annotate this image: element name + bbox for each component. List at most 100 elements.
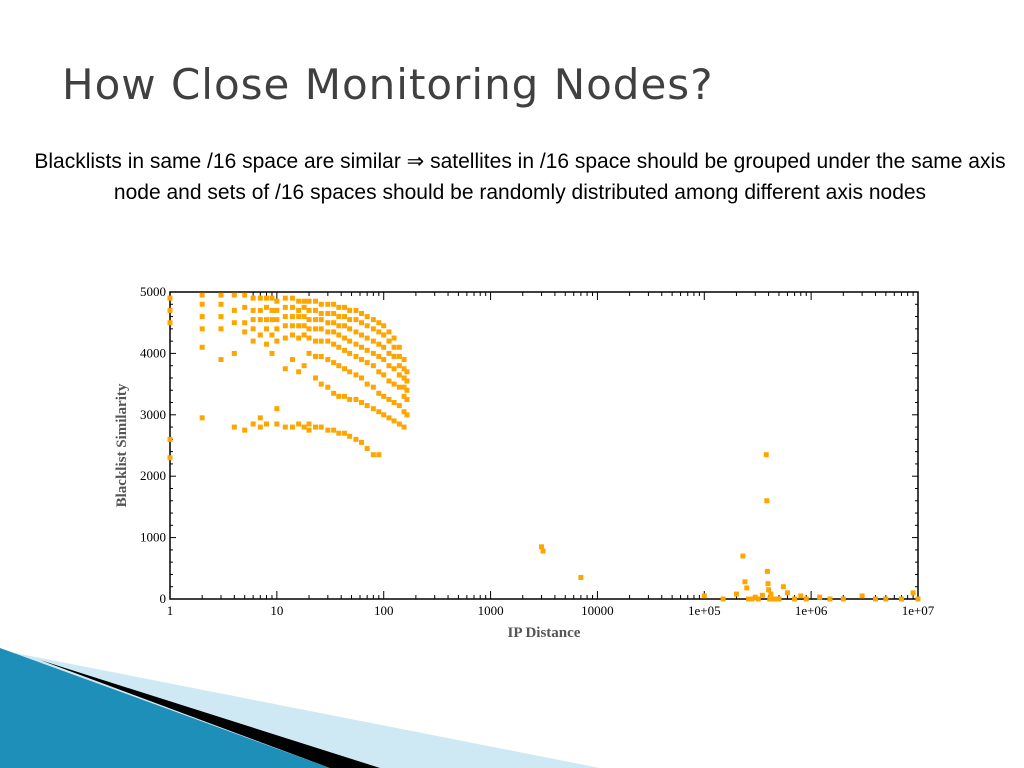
data-point bbox=[740, 553, 746, 559]
data-point bbox=[391, 400, 397, 406]
data-point bbox=[720, 596, 726, 602]
data-point bbox=[306, 298, 312, 304]
data-point bbox=[231, 320, 237, 326]
data-point bbox=[370, 452, 376, 458]
data-point bbox=[264, 421, 270, 427]
data-point bbox=[766, 587, 772, 593]
data-point bbox=[391, 418, 397, 424]
data-point bbox=[353, 353, 359, 359]
data-point bbox=[381, 357, 387, 363]
data-point bbox=[342, 335, 348, 341]
data-point bbox=[289, 332, 295, 338]
data-point bbox=[306, 427, 312, 433]
data-point bbox=[342, 347, 348, 353]
data-point bbox=[296, 369, 302, 375]
data-point bbox=[167, 295, 173, 301]
y-tick-label: 5000 bbox=[140, 284, 166, 299]
data-point bbox=[301, 314, 307, 320]
y-tick-label: 4000 bbox=[140, 345, 166, 360]
data-point bbox=[325, 301, 331, 307]
data-point bbox=[404, 369, 410, 375]
data-point bbox=[827, 596, 833, 602]
data-point bbox=[306, 317, 312, 323]
data-point bbox=[313, 353, 319, 359]
data-point bbox=[364, 335, 370, 341]
data-point bbox=[376, 390, 382, 396]
data-point bbox=[872, 596, 878, 602]
data-point bbox=[376, 452, 382, 458]
data-point bbox=[359, 344, 365, 350]
data-point bbox=[701, 593, 707, 599]
data-point bbox=[359, 332, 365, 338]
data-point bbox=[353, 341, 359, 347]
data-point bbox=[752, 594, 758, 600]
data-point bbox=[370, 350, 376, 356]
data-point bbox=[381, 332, 387, 338]
data-point bbox=[370, 406, 376, 412]
scatter-chart: 0 1000 2000 3000 4000 5000 1 10 100 1000 10000 1e+0… bbox=[114, 284, 935, 641]
data-point bbox=[257, 415, 263, 421]
data-point bbox=[218, 301, 224, 307]
data-point bbox=[364, 323, 370, 329]
data-point bbox=[359, 320, 365, 326]
data-point bbox=[347, 307, 353, 313]
plot-frame bbox=[169, 291, 919, 600]
data-point bbox=[313, 424, 319, 430]
slide-body-text: Blacklists in same /16 space are similar… bbox=[30, 146, 1010, 208]
data-point bbox=[336, 323, 342, 329]
data-point bbox=[342, 304, 348, 310]
data-point bbox=[376, 320, 382, 326]
data-point bbox=[313, 298, 319, 304]
data-point bbox=[296, 298, 302, 304]
data-point bbox=[391, 353, 397, 359]
data-point bbox=[289, 304, 295, 310]
x-tick-label: 100 bbox=[374, 603, 394, 618]
data-point bbox=[218, 314, 224, 320]
data-point bbox=[218, 292, 224, 298]
data-point bbox=[331, 341, 337, 347]
data-point bbox=[306, 326, 312, 332]
data-point bbox=[282, 295, 288, 301]
data-point bbox=[915, 596, 921, 602]
x-tick-label: 10000 bbox=[581, 603, 614, 618]
data-point bbox=[199, 344, 205, 350]
data-point bbox=[318, 353, 324, 359]
data-point bbox=[817, 594, 823, 600]
data-point bbox=[250, 421, 256, 427]
data-point bbox=[364, 446, 370, 452]
data-point bbox=[370, 338, 376, 344]
data-point bbox=[289, 424, 295, 430]
data-point bbox=[744, 585, 750, 591]
data-point bbox=[353, 436, 359, 442]
data-point bbox=[746, 596, 752, 602]
slide-title: How Close Monitoring Nodes? bbox=[62, 60, 714, 109]
data-point bbox=[264, 295, 270, 301]
data-point bbox=[755, 596, 761, 602]
data-point bbox=[381, 372, 387, 378]
data-point bbox=[269, 332, 275, 338]
data-point bbox=[347, 350, 353, 356]
data-point bbox=[301, 298, 307, 304]
data-point bbox=[342, 430, 348, 436]
data-point bbox=[733, 591, 739, 597]
data-point bbox=[274, 338, 280, 344]
data-point bbox=[301, 323, 307, 329]
data-point bbox=[764, 568, 770, 574]
data-point bbox=[306, 335, 312, 341]
data-point bbox=[742, 579, 748, 585]
data-point bbox=[401, 366, 407, 372]
data-point bbox=[376, 341, 382, 347]
data-point bbox=[325, 329, 331, 335]
data-point bbox=[318, 301, 324, 307]
data-point bbox=[199, 292, 205, 298]
data-point bbox=[404, 396, 410, 402]
data-point bbox=[318, 424, 324, 430]
data-point bbox=[396, 353, 402, 359]
data-point bbox=[771, 596, 777, 602]
data-point bbox=[257, 307, 263, 313]
data-point bbox=[231, 350, 237, 356]
data-point bbox=[269, 350, 275, 356]
data-point bbox=[282, 323, 288, 329]
data-point bbox=[282, 304, 288, 310]
data-point bbox=[318, 381, 324, 387]
